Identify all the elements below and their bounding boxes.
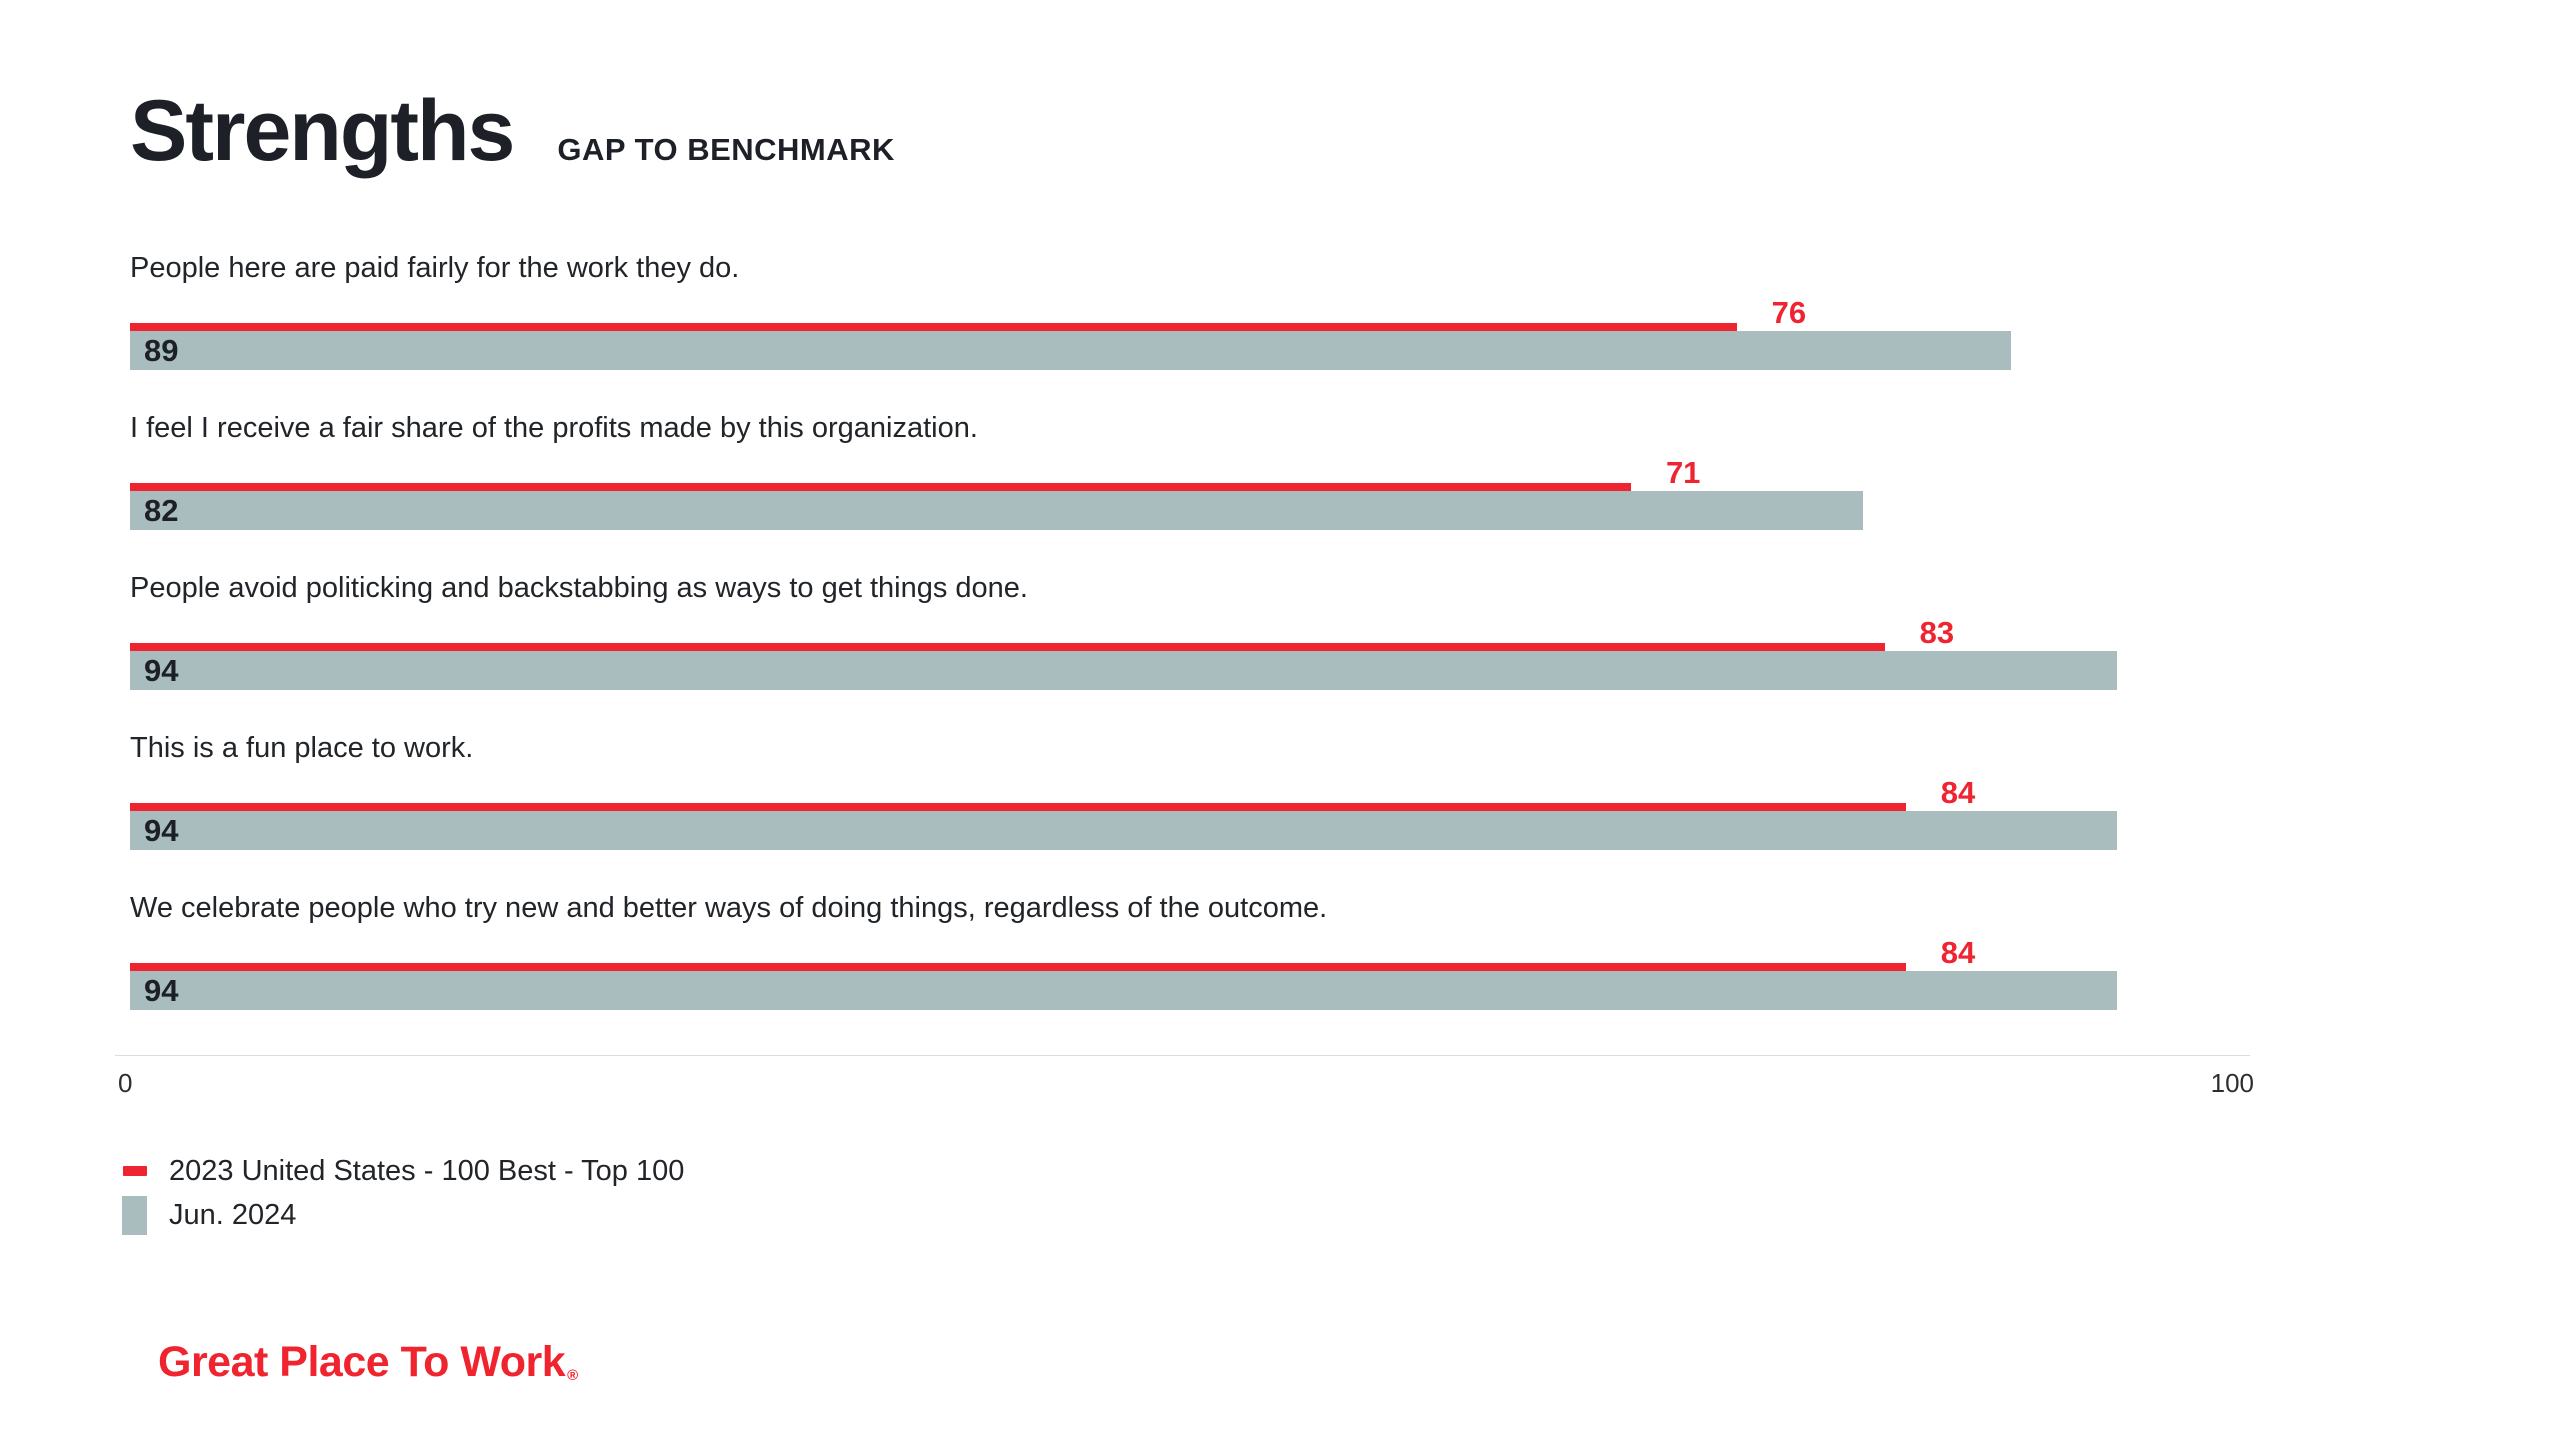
legend-item-benchmark: 2023 United States - 100 Best - Top 100 — [122, 1149, 2244, 1193]
chart-row: I feel I receive a fair share of the pro… — [130, 413, 2244, 530]
benchmark-value-label: 71 — [1665, 455, 1701, 490]
registered-trademark-icon: ® — [567, 1367, 578, 1384]
benchmark-value-label: 83 — [1919, 615, 1955, 650]
benchmark-bar — [130, 963, 1906, 971]
chart-row: People here are paid fairly for the work… — [130, 253, 2244, 370]
axis-tick-min: 0 — [118, 1068, 133, 1098]
chart-subtitle: GAP TO BENCHMARK — [557, 132, 895, 167]
question-label: People avoid politicking and backstabbin… — [130, 572, 1028, 604]
chart-header: Strengths GAP TO BENCHMARK — [130, 88, 895, 174]
legend: 2023 United States - 100 Best - Top 100 … — [122, 1149, 2244, 1237]
benchmark-value-label: 84 — [1940, 935, 1976, 970]
score-bar — [130, 331, 2012, 370]
logo-text: Great Place To Work — [158, 1338, 566, 1386]
benchmark-bar — [130, 483, 1631, 491]
benchmark-value-label: 84 — [1940, 775, 1976, 810]
legend-label-benchmark: 2023 United States - 100 Best - Top 100 — [169, 1154, 685, 1187]
score-value-label: 94 — [144, 973, 179, 1008]
bar-group: 83 94 — [130, 617, 2244, 690]
bar-group: 84 94 — [130, 777, 2244, 850]
page-title: Strengths — [130, 83, 515, 179]
chart-row: People avoid politicking and backstabbin… — [130, 573, 2244, 690]
axis-labels: 0 100 — [118, 1068, 2254, 1099]
score-bar — [130, 651, 2118, 690]
legend-label-current: Jun. 2024 — [169, 1198, 297, 1231]
score-value-label: 89 — [144, 333, 179, 368]
score-value-label: 94 — [144, 653, 179, 688]
score-value-label: 94 — [144, 813, 179, 848]
score-bar — [130, 811, 2118, 850]
legend-item-current: Jun. 2024 — [122, 1193, 2244, 1237]
benchmark-value-label: 76 — [1771, 295, 1807, 330]
score-value-label: 82 — [144, 493, 179, 528]
benchmark-bar — [130, 323, 1737, 331]
question-label: I feel I receive a fair share of the pro… — [130, 412, 978, 444]
axis-tick-max: 100 — [2210, 1068, 2254, 1098]
chart-row: We celebrate people who try new and bett… — [130, 893, 2244, 1010]
benchmark-bar — [130, 803, 1906, 811]
axis-divider — [115, 1055, 2250, 1056]
question-label: We celebrate people who try new and bett… — [130, 892, 1328, 924]
bar-group: 76 89 — [130, 297, 2244, 370]
strengths-chart: People here are paid fairly for the work… — [115, 253, 2254, 1384]
chart-row: This is a fun place to work. 84 94 — [130, 733, 2244, 850]
bar-group: 71 82 — [130, 457, 2244, 530]
score-bar — [130, 971, 2118, 1010]
question-label: This is a fun place to work. — [130, 732, 474, 764]
bar-group: 84 94 — [130, 937, 2244, 1010]
red-dash-swatch-icon — [122, 1166, 147, 1176]
gray-square-swatch-icon — [122, 1195, 147, 1235]
great-place-to-work-logo: Great Place To Work ® — [158, 1341, 2244, 1384]
chart-rows: People here are paid fairly for the work… — [130, 253, 2244, 1010]
question-label: People here are paid fairly for the work… — [130, 252, 740, 284]
benchmark-bar — [130, 643, 1885, 651]
score-bar — [130, 491, 1864, 530]
